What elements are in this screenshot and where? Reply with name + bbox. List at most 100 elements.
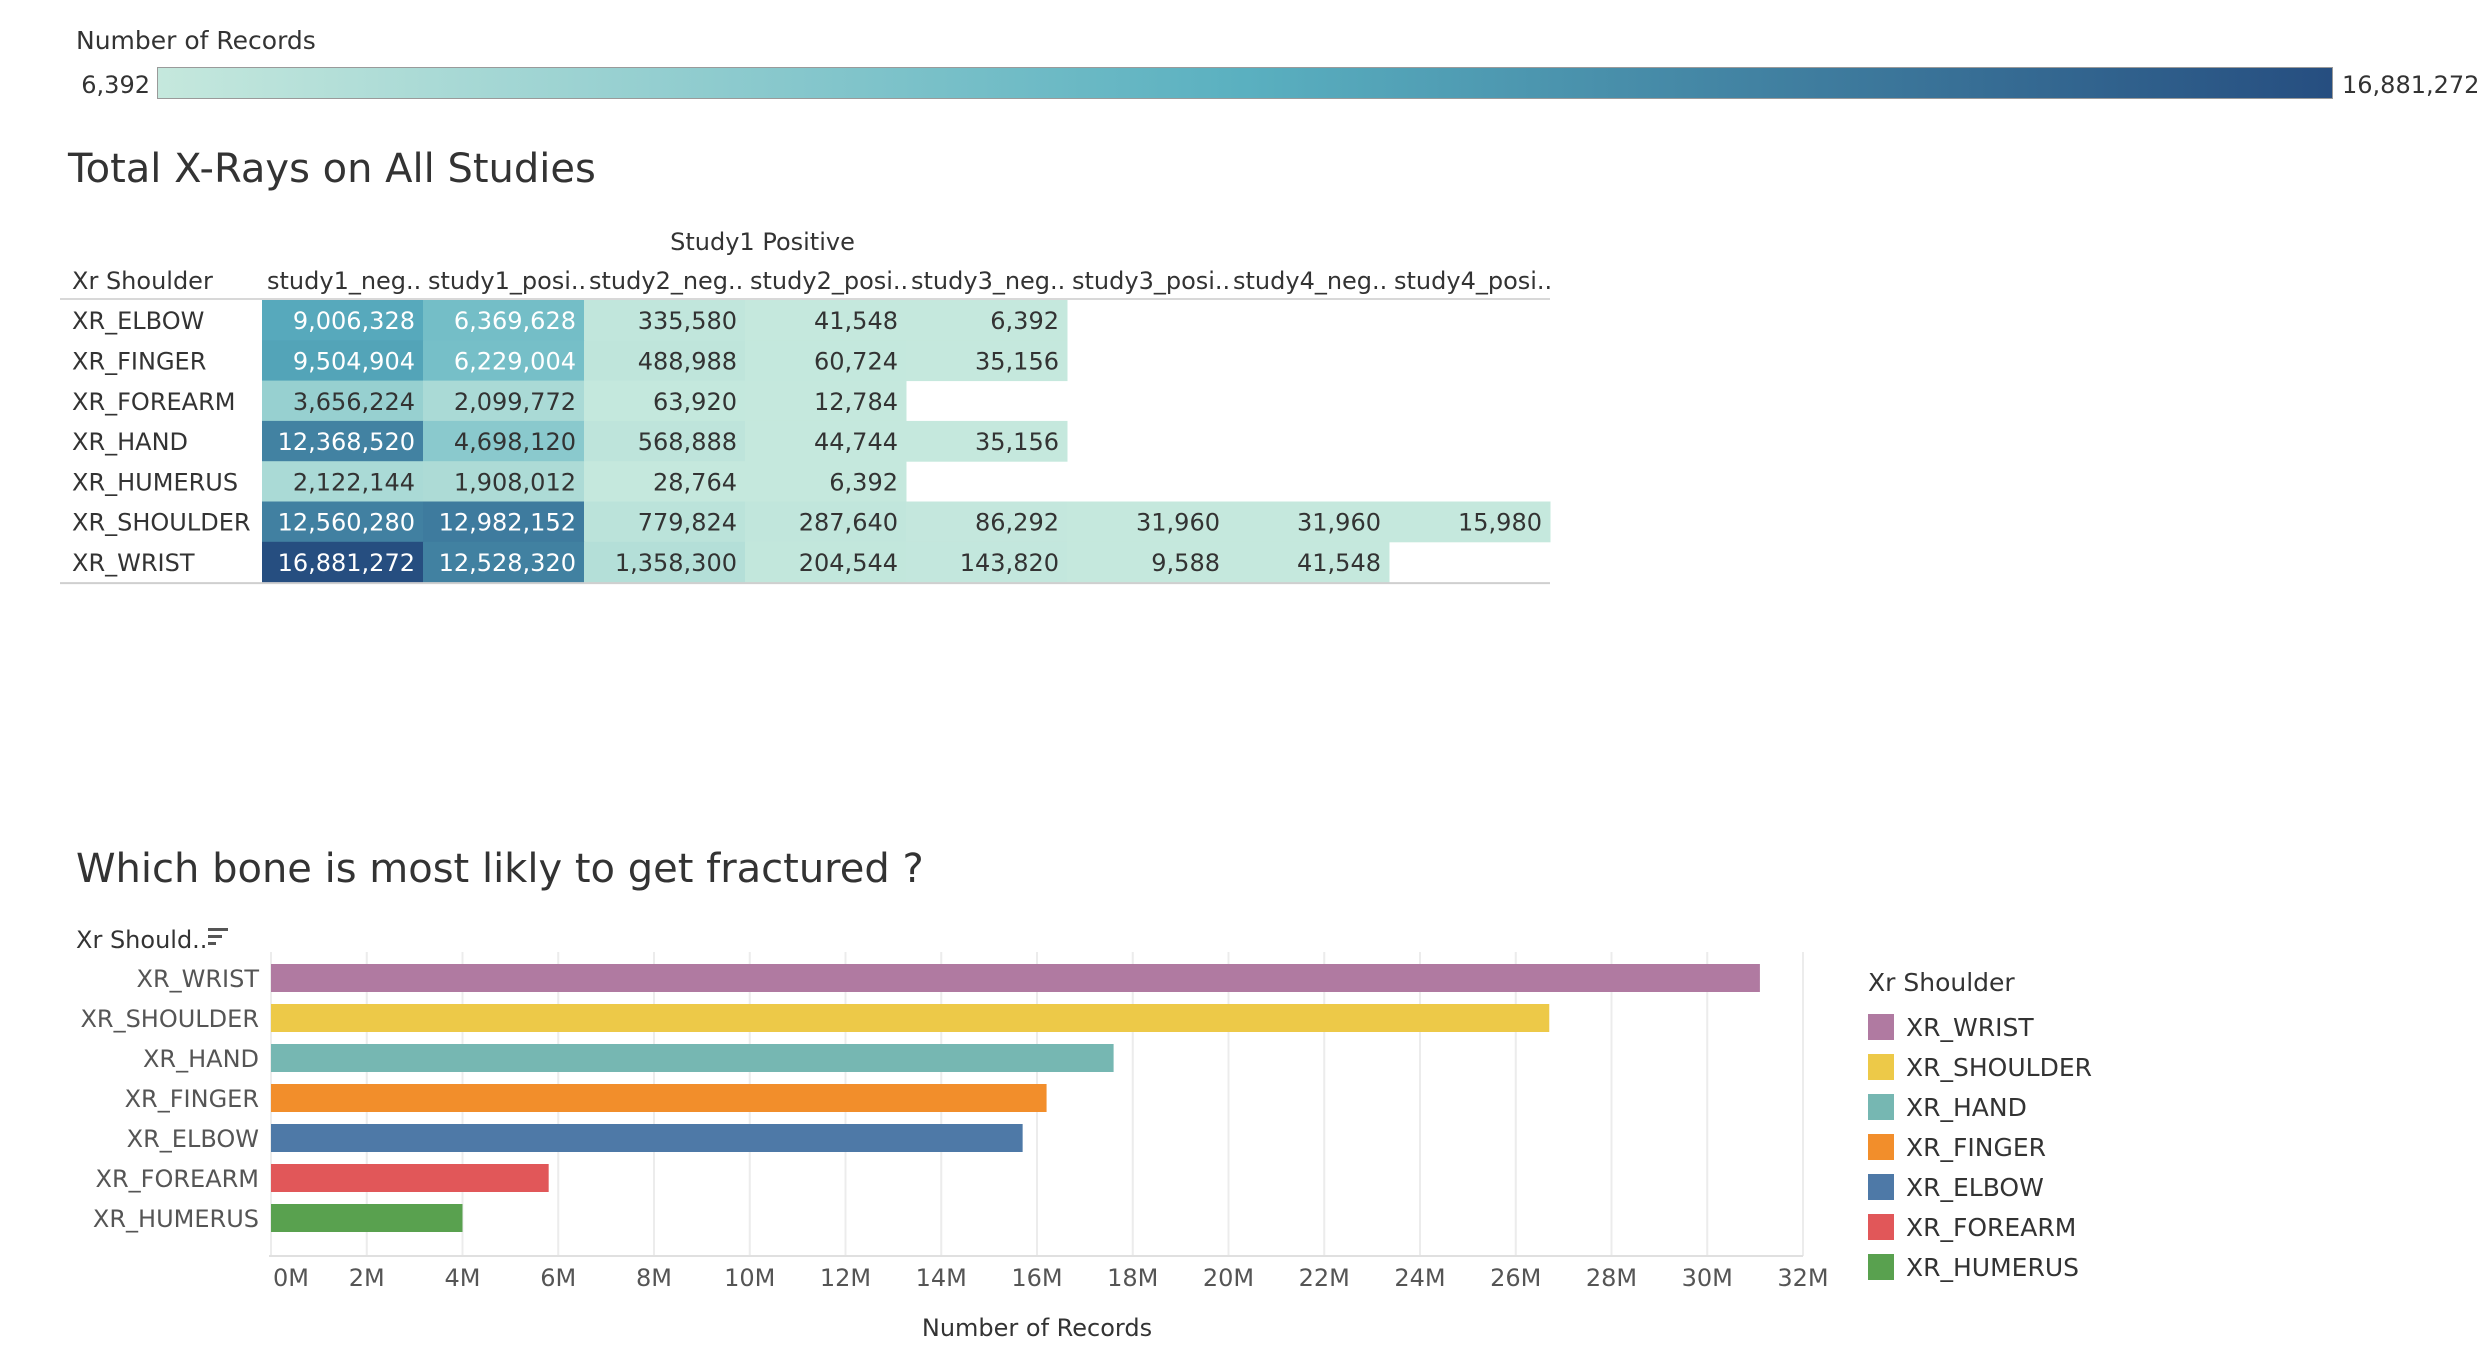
y-category-label: XR_FINGER (125, 1085, 259, 1113)
legend-label: XR_HAND (1906, 1092, 2027, 1122)
legend-swatch (1868, 1254, 1894, 1280)
legend-item[interactable]: XR_HAND (1868, 1087, 2092, 1127)
heatmap-cell (262, 380, 424, 422)
y-category-label: XR_FOREARM (96, 1165, 259, 1193)
heatmap-cell (584, 541, 746, 583)
legend-item[interactable]: XR_FINGER (1868, 1127, 2092, 1167)
y-axis-header: Xr Should.. (76, 926, 207, 954)
heatmap-cell (906, 300, 1068, 341)
heatmap-row-label: XR_ELBOW (72, 307, 204, 335)
legend-item[interactable]: XR_FOREARM (1868, 1207, 2092, 1247)
legend-item[interactable]: XR_WRIST (1868, 1007, 2092, 1047)
bar-chart-title: Which bone is most likly to get fracture… (76, 846, 924, 892)
legend-item[interactable]: XR_ELBOW (1868, 1167, 2092, 1207)
heatmap-cell-value: 12,784 (814, 388, 898, 416)
heatmap-cell (584, 461, 746, 502)
heatmap-cell-value: 12,528,320 (439, 549, 576, 577)
legend-swatch (1868, 1014, 1894, 1040)
y-category-label: XR_ELBOW (127, 1125, 259, 1153)
heatmap-column-header: study1_neg.. (267, 267, 421, 295)
heatmap-cell (262, 340, 424, 382)
heatmap-cell (584, 420, 746, 462)
heatmap-cell (745, 380, 907, 422)
heatmap-cell-value: 12,368,520 (278, 428, 415, 456)
heatmap-column-header: study4_posi.. (1394, 267, 1552, 295)
legend-label: XR_SHOULDER (1906, 1052, 2092, 1082)
heatmap-cell (423, 300, 585, 341)
color-legend: Number of Records 6,392 16,881,272 (0, 0, 2482, 110)
heatmap-cell (745, 461, 907, 502)
table-title: Total X-Rays on All Studies (68, 146, 596, 192)
heatmap-column-header: study3_neg.. (911, 267, 1065, 295)
x-tick-label: 16M (1011, 1264, 1062, 1292)
color-legend-max-label: 16,881,272 (2342, 71, 2480, 99)
heatmap-cell-value: 12,560,280 (278, 509, 415, 537)
heatmap-cell (745, 300, 907, 341)
heatmap-cell (906, 541, 1068, 583)
heatmap-cell-value: 204,544 (799, 549, 898, 577)
bar-legend-items: XR_WRIST XR_SHOULDER XR_HAND XR_FINGER XR_EL… (1868, 1007, 2092, 1287)
legend-swatch (1868, 1054, 1894, 1080)
heatmap-row-label: XR_FINGER (72, 347, 206, 375)
bar (271, 1204, 463, 1232)
legend-label: XR_ELBOW (1906, 1172, 2044, 1202)
heatmap-cell-value: 568,888 (638, 428, 737, 456)
heatmap-row-label: XR_SHOULDER (72, 509, 251, 537)
legend-item[interactable]: XR_HUMERUS (1868, 1247, 2092, 1287)
heatmap-cell-value: 1,908,012 (454, 468, 576, 496)
heatmap-cell (262, 461, 424, 502)
bar (271, 1164, 549, 1192)
heatmap-cell (423, 461, 585, 502)
heatmap-cell-value: 488,988 (638, 347, 737, 375)
heatmap-cell-value: 2,122,144 (293, 468, 415, 496)
bar (271, 1084, 1047, 1112)
heatmap-cell-value: 4,698,120 (454, 428, 576, 456)
heatmap-cell (745, 501, 907, 543)
heatmap-column-header: study2_neg.. (589, 267, 743, 295)
heatmap-cell-value: 1,358,300 (615, 549, 737, 577)
heatmap-row-label: XR_WRIST (72, 549, 195, 577)
heatmap-cell (1389, 501, 1551, 543)
x-tick-label: 4M (445, 1264, 481, 1292)
bar (271, 964, 1760, 992)
heatmap-column-header: study4_neg.. (1233, 267, 1387, 295)
heatmap-cell-value: 15,980 (1458, 509, 1542, 537)
legend-label: XR_WRIST (1906, 1012, 2034, 1042)
heatmap-cell-value: 60,724 (814, 347, 898, 375)
heatmap-cell (262, 501, 424, 543)
legend-label: XR_HUMERUS (1906, 1252, 2079, 1282)
x-tick-label: 0M (273, 1264, 309, 1292)
heatmap-cell (423, 420, 585, 462)
bar (271, 1124, 1023, 1152)
heatmap-cell-value: 9,588 (1151, 549, 1220, 577)
heatmap-cell-value: 35,156 (975, 347, 1059, 375)
heatmap-row-label: XR_FOREARM (72, 388, 235, 416)
legend-swatch (1868, 1214, 1894, 1240)
x-tick-label: 28M (1586, 1264, 1637, 1292)
heatmap-cell-value: 31,960 (1297, 509, 1381, 537)
heatmap-cell (423, 340, 585, 382)
heatmap-row-label: XR_HUMERUS (72, 468, 238, 496)
heatmap-column-header: study1_posi.. (428, 267, 586, 295)
heatmap-cell-value: 6,229,004 (454, 347, 576, 375)
x-tick-label: 22M (1299, 1264, 1350, 1292)
heatmap-cell (1228, 541, 1390, 583)
legend-swatch (1868, 1094, 1894, 1120)
heatmap-cell-value: 16,881,272 (278, 549, 415, 577)
heatmap-cell-value: 9,006,328 (293, 307, 415, 335)
color-legend-title: Number of Records (76, 26, 316, 55)
heatmap-cell-value: 287,640 (799, 509, 898, 537)
heatmap-cell (1067, 501, 1229, 543)
heatmap-cell-value: 6,392 (829, 468, 898, 496)
x-tick-label: 24M (1394, 1264, 1445, 1292)
legend-item[interactable]: XR_SHOULDER (1868, 1047, 2092, 1087)
x-tick-label: 20M (1203, 1264, 1254, 1292)
x-tick-label: 6M (540, 1264, 576, 1292)
y-category-label: XR_HUMERUS (93, 1205, 259, 1233)
sort-icon[interactable] (208, 928, 228, 945)
x-tick-label: 10M (724, 1264, 775, 1292)
heatmap-column-header: study3_posi.. (1072, 267, 1230, 295)
color-legend-gradient-bar (157, 67, 2333, 99)
heatmap-cell-value: 86,292 (975, 509, 1059, 537)
